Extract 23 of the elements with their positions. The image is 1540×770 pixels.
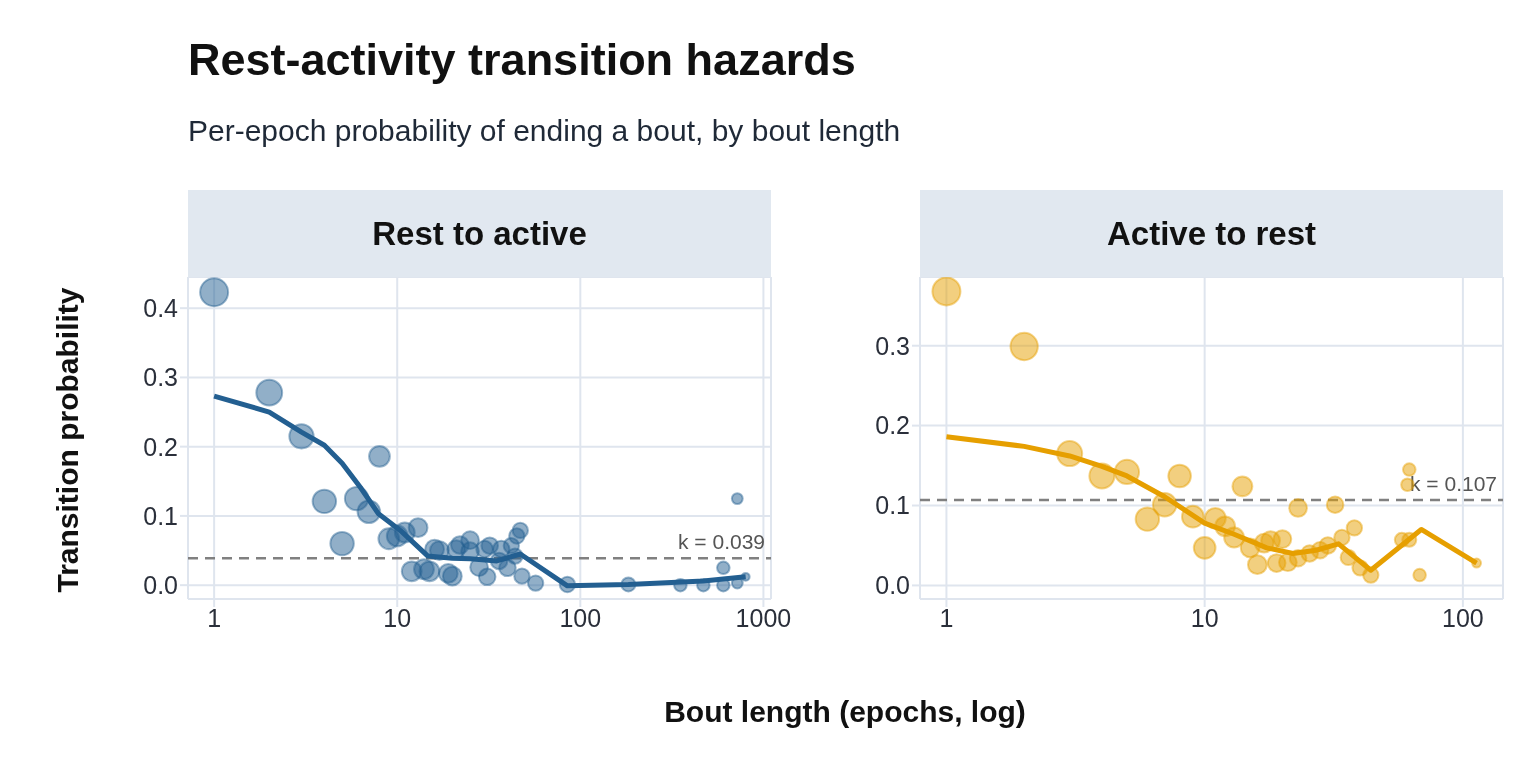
- x-tick-label: 10: [1190, 603, 1219, 632]
- chart-title: Rest to active: [188, 190, 771, 277]
- y-tick-label: 0.1: [875, 491, 910, 520]
- y-tick-label: 0.4: [143, 294, 179, 323]
- y-tick-label: 0.2: [875, 411, 910, 440]
- y-tick-label: 0.0: [875, 571, 910, 600]
- y-axis-title: Transition probability: [51, 287, 85, 593]
- chart-title: Active to rest: [920, 190, 1503, 277]
- x-tick-label: 1: [207, 603, 222, 632]
- x-tick-label: 1000: [735, 603, 792, 632]
- text: Rest-activity transition hazards: [188, 34, 856, 86]
- x-tick-label: 1: [939, 603, 954, 632]
- y-tick-label: 0.2: [143, 432, 178, 461]
- x-tick-label: 10: [383, 603, 412, 632]
- y-tick-label: 0.0: [143, 571, 178, 600]
- y-tick-label: 0.3: [143, 363, 178, 392]
- ref-line-label: k = 0.039: [678, 530, 765, 554]
- text: Per-epoch probability of ending a bout, by bout length: [188, 114, 901, 148]
- x-tick-label: 100: [1442, 603, 1484, 632]
- x-tick-label: 100: [559, 603, 602, 632]
- x-axis-title: Bout length (epochs, log): [664, 695, 1026, 729]
- y-tick-label: 0.3: [875, 331, 910, 360]
- y-tick-label: 0.1: [143, 501, 178, 530]
